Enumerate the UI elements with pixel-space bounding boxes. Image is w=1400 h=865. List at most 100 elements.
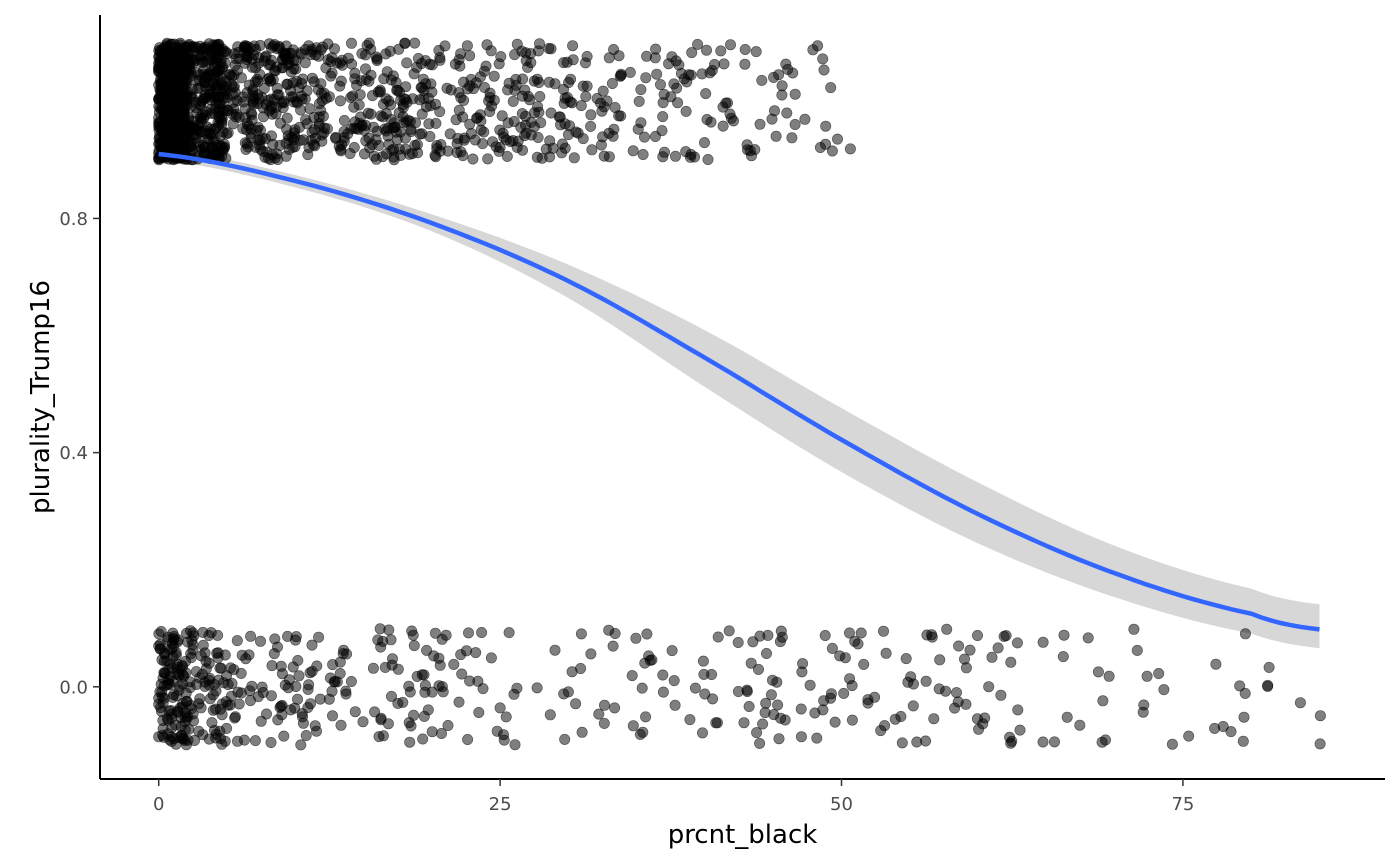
data-point [700,44,712,56]
data-point [306,639,318,651]
data-point [654,79,666,91]
data-point [158,692,170,704]
data-point [417,733,429,745]
data-point [795,703,807,715]
data-point [199,647,211,659]
data-point [326,67,338,79]
data-point [206,717,218,729]
data-point [670,55,682,67]
data-point [692,38,704,50]
data-point [609,702,621,714]
data-point [644,654,656,666]
data-point [745,657,757,669]
data-point [700,88,712,100]
data-point [809,707,821,719]
data-point [844,673,856,685]
data-point [787,67,799,79]
data-point [1158,684,1170,696]
data-point [412,147,424,159]
data-point [323,91,335,103]
data-point [345,675,357,687]
data-point [462,627,474,639]
data-point [313,111,325,123]
data-point [1061,711,1073,723]
data-point [306,72,318,84]
data-point [986,651,998,663]
data-point [169,91,181,103]
data-point [752,663,764,675]
data-point [444,128,456,140]
data-point [408,709,420,721]
data-point [696,727,708,739]
data-point [374,623,386,635]
data-point [657,669,669,681]
data-point [470,647,482,659]
data-point [377,730,389,742]
data-point [418,84,430,96]
data-point [203,679,215,691]
data-point [366,90,378,102]
data-point [334,80,346,92]
data-point [480,60,492,72]
data-point [576,726,588,738]
data-point [247,95,259,107]
data-point [776,80,788,92]
data-point [241,53,253,65]
data-point [356,48,368,60]
data-point [291,693,303,705]
data-point [862,697,874,709]
data-point [430,151,442,163]
data-point [306,126,318,138]
data-point [609,102,621,114]
data-point [379,661,391,673]
data-point [154,75,166,87]
data-point [436,681,448,693]
data-point [558,57,570,69]
data-point [928,713,940,725]
data-point [503,627,515,639]
data-point [1234,680,1246,692]
data-point [229,712,241,724]
data-point [852,638,864,650]
data-point [669,150,681,162]
data-point [318,122,330,134]
data-point [195,126,207,138]
data-point [207,689,219,701]
data-point [304,103,316,115]
data-point [844,143,856,155]
data-point [448,658,460,670]
data-point [425,78,437,90]
data-point [163,678,175,690]
data-point [1005,656,1017,668]
data-point [1262,679,1274,691]
data-point [188,41,200,53]
data-point [219,735,231,747]
data-point [1074,719,1086,731]
data-point [385,634,397,646]
data-point [303,679,315,691]
data-point [346,58,358,70]
data-point [508,688,520,700]
data-point [500,711,512,723]
data-point [251,73,263,85]
data-point [575,100,587,112]
data-point [209,53,221,65]
x-tick-label: 75 [1171,794,1194,815]
data-point [212,647,224,659]
data-point [581,50,593,62]
data-point [751,727,763,739]
data-point [811,732,823,744]
data-point [825,82,837,94]
data-point [473,706,485,718]
data-point [482,153,494,165]
data-point [1210,658,1222,670]
data-point [896,737,908,749]
data-point [415,57,427,69]
data-point [250,141,262,153]
data-point [1082,632,1094,644]
data-point [775,625,787,637]
data-point [309,720,321,732]
data-point [231,635,243,647]
data-point [519,130,531,142]
data-point [475,124,487,136]
